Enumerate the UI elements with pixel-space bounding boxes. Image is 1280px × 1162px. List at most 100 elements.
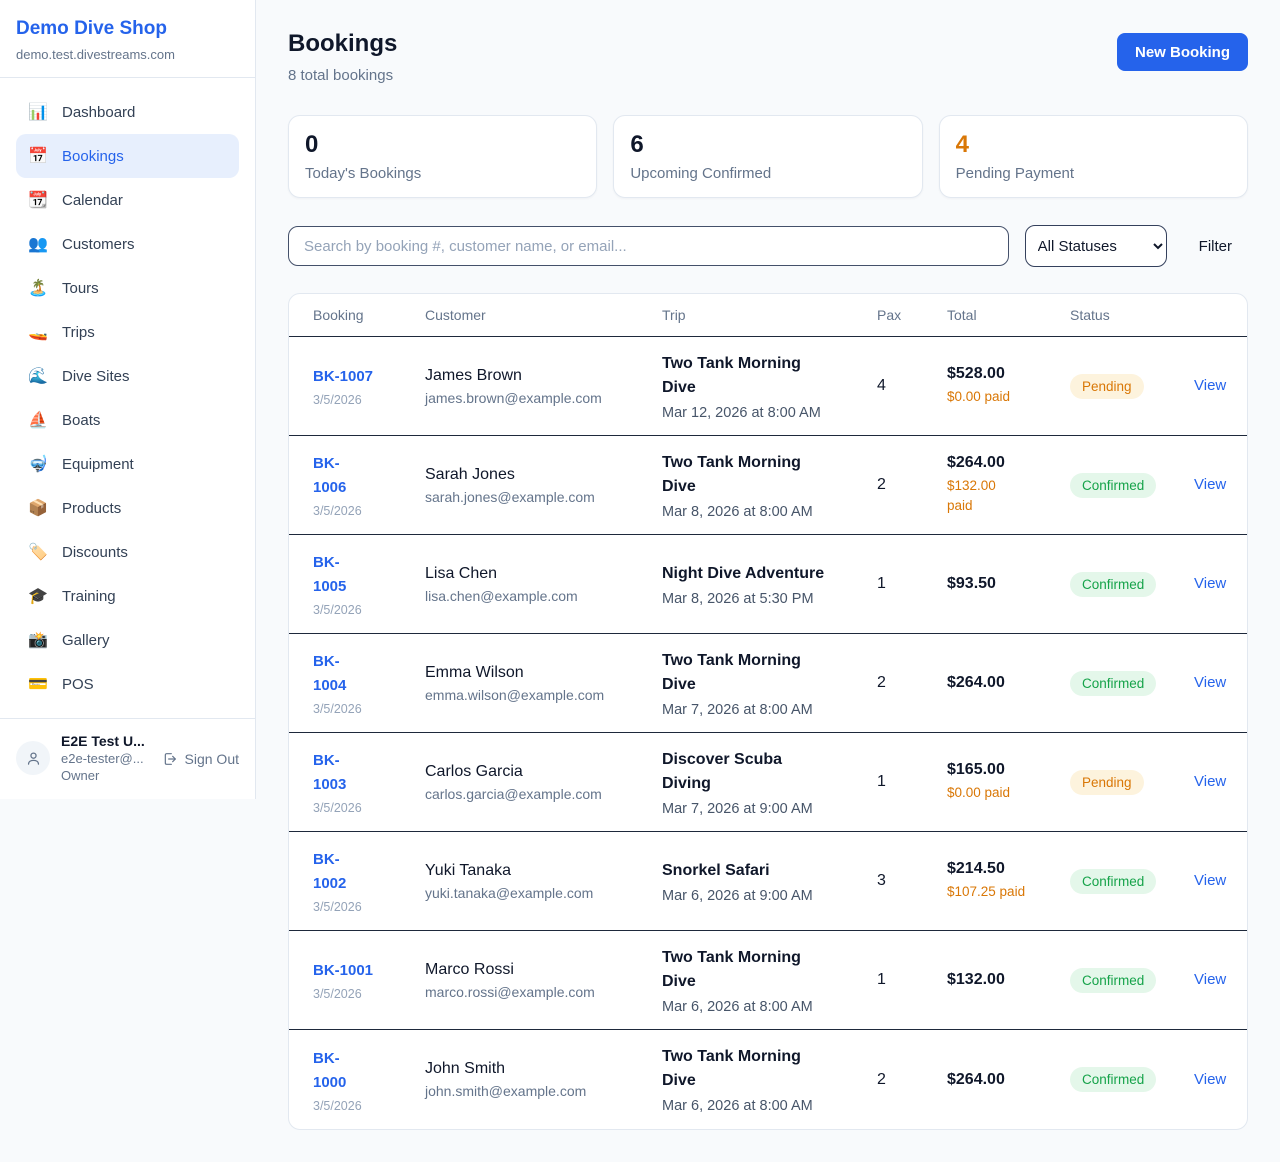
booking-id-link[interactable]: BK- 1006 (313, 455, 347, 496)
status-filter-select[interactable]: All Statuses (1024, 225, 1167, 267)
pax-value: 3 (877, 872, 886, 889)
booking-date: 3/5/2026 (313, 900, 362, 914)
pax-value: 4 (877, 377, 886, 394)
view-link[interactable]: View (1194, 872, 1227, 889)
brand-domain: demo.test.divestreams.com (16, 47, 175, 62)
stat-card-pending-payment: 4 Pending Payment (938, 115, 1248, 198)
total-value: $165.00 (947, 761, 1005, 779)
sidebar: Demo Dive Shop demo.test.divestreams.com… (0, 0, 256, 799)
view-link[interactable]: View (1194, 1070, 1227, 1088)
sidebar-item-calendar[interactable]: 📆 Calendar (16, 178, 239, 222)
status-badge: Confirmed (1070, 967, 1157, 993)
page-subtitle: 8 total bookings (288, 67, 394, 84)
column-header-pax: Pax (877, 307, 902, 323)
customer-email: john.smith@example.com (425, 1083, 587, 1099)
sign-out-button[interactable]: Sign Out (162, 751, 239, 767)
sidebar-item-label: Dive Sites (62, 367, 130, 385)
stat-card-todays-bookings: 0 Today's Bookings (288, 115, 598, 198)
sidebar-item-dashboard[interactable]: 📊 Dashboard (16, 90, 239, 134)
stat-label: Pending Payment (955, 165, 1075, 182)
sidebar-item-trips[interactable]: 🚤 Trips (16, 310, 239, 354)
sidebar-item-boats[interactable]: ⛵ Boats (16, 398, 239, 442)
view-link[interactable]: View (1194, 377, 1227, 394)
tag-icon: 🏷️ (28, 544, 48, 561)
filter-button[interactable]: Filter (1198, 237, 1232, 255)
sidebar-item-equipment[interactable]: 🤿 Equipment (16, 442, 239, 486)
stat-label: Today's Bookings (305, 165, 422, 182)
trip-datetime: Mar 12, 2026 at 8:00 AM (662, 404, 821, 421)
booking-id-link[interactable]: BK-1007 (313, 368, 374, 385)
view-link[interactable]: View (1194, 476, 1227, 493)
total-value: $264.00 (947, 674, 1005, 691)
trip-name: Two Tank Morning Dive (662, 354, 801, 396)
paid-amount: $0.00 paid (947, 389, 1011, 405)
status-badge: Confirmed (1070, 571, 1157, 597)
customer-name: Marco Rossi (425, 960, 514, 978)
user-role: Owner (61, 768, 100, 783)
table-row: BK- 1006 3/5/2026 Sarah Jones sarah.jone… (289, 436, 1247, 535)
customer-email: james.brown@example.com (425, 389, 602, 406)
sidebar-item-label: Customers (62, 235, 135, 253)
sidebar-item-label: Boats (62, 411, 101, 429)
sidebar-item-dive-sites[interactable]: 🌊 Dive Sites (16, 354, 239, 398)
booking-date: 3/5/2026 (313, 801, 362, 815)
user-section: E2E Test U... e2e-tester@... Owner Sign … (0, 718, 255, 799)
status-badge: Confirmed (1070, 868, 1157, 894)
trip-name: Two Tank Morning Dive (662, 1048, 801, 1089)
booking-date: 3/5/2026 (313, 393, 362, 407)
filter-row: All Statuses Filter (288, 225, 1248, 267)
customer-name: John Smith (425, 1060, 506, 1077)
pax-value: 2 (877, 476, 886, 493)
table-row: BK- 1005 3/5/2026 Lisa Chen lisa.chen@ex… (289, 535, 1247, 634)
view-link[interactable]: View (1194, 971, 1227, 988)
sailboat-icon: ⛵ (28, 412, 48, 429)
column-header-trip: Trip (662, 307, 686, 323)
sidebar-item-label: Dashboard (62, 103, 136, 121)
customer-name: Yuki Tanaka (425, 861, 511, 879)
user-name: E2E Test U... (61, 733, 145, 749)
pax-value: 2 (877, 674, 886, 691)
sidebar-item-bookings[interactable]: 📅 Bookings (16, 134, 239, 178)
customer-name: Lisa Chen (425, 564, 498, 582)
sidebar-item-tours[interactable]: 🏝️ Tours (16, 266, 239, 310)
sidebar-item-label: Tours (62, 279, 99, 297)
trip-datetime: Mar 8, 2026 at 8:00 AM (662, 503, 813, 520)
trip-datetime: Mar 8, 2026 at 5:30 PM (662, 590, 814, 607)
package-icon: 📦 (28, 500, 48, 517)
sidebar-item-label: Calendar (62, 191, 123, 209)
total-value: $264.00 (947, 1070, 1005, 1088)
sidebar-item-gallery[interactable]: 📸 Gallery (16, 618, 239, 662)
sidebar-item-customers[interactable]: 👥 Customers (16, 222, 239, 266)
sidebar-item-label: Training (62, 587, 116, 605)
search-input[interactable] (288, 226, 1009, 266)
booking-id-link[interactable]: BK- 1000 (313, 1049, 347, 1091)
sidebar-item-training[interactable]: 🎓 Training (16, 574, 239, 618)
booking-id-link[interactable]: BK- 1004 (313, 653, 347, 694)
booking-id-link[interactable]: BK-1001 (313, 962, 374, 979)
booking-id-link[interactable]: BK- 1003 (313, 752, 347, 793)
customer-name: James Brown (425, 366, 522, 384)
sidebar-item-label: Equipment (62, 455, 134, 473)
user-info: E2E Test U... e2e-tester@... Owner (61, 733, 151, 783)
status-badge: Confirmed (1070, 472, 1157, 498)
customer-email: lisa.chen@example.com (425, 587, 578, 604)
table-row: BK-1007 3/5/2026 James Brown james.brown… (289, 337, 1247, 436)
sidebar-item-products[interactable]: 📦 Products (16, 486, 239, 530)
customer-name: Emma Wilson (425, 663, 524, 681)
sidebar-item-pos[interactable]: 💳 POS (16, 662, 239, 706)
customer-email: emma.wilson@example.com (425, 686, 605, 703)
booking-date: 3/5/2026 (313, 987, 362, 1001)
status-badge: Confirmed (1070, 1067, 1157, 1092)
booking-id-link[interactable]: BK- 1002 (313, 851, 347, 892)
new-booking-button[interactable]: New Booking (1116, 33, 1248, 71)
view-link[interactable]: View (1194, 674, 1227, 691)
booking-id-link[interactable]: BK- 1005 (313, 554, 347, 595)
view-link[interactable]: View (1194, 575, 1227, 592)
avatar (16, 741, 50, 775)
view-link[interactable]: View (1194, 773, 1227, 790)
brand-name: Demo Dive Shop (16, 18, 167, 39)
people-icon: 👥 (28, 236, 48, 253)
bookings-table: Booking Customer Trip Pax Total Status B… (288, 293, 1248, 1130)
sidebar-item-discounts[interactable]: 🏷️ Discounts (16, 530, 239, 574)
sidebar-item-label: Gallery (62, 631, 110, 649)
